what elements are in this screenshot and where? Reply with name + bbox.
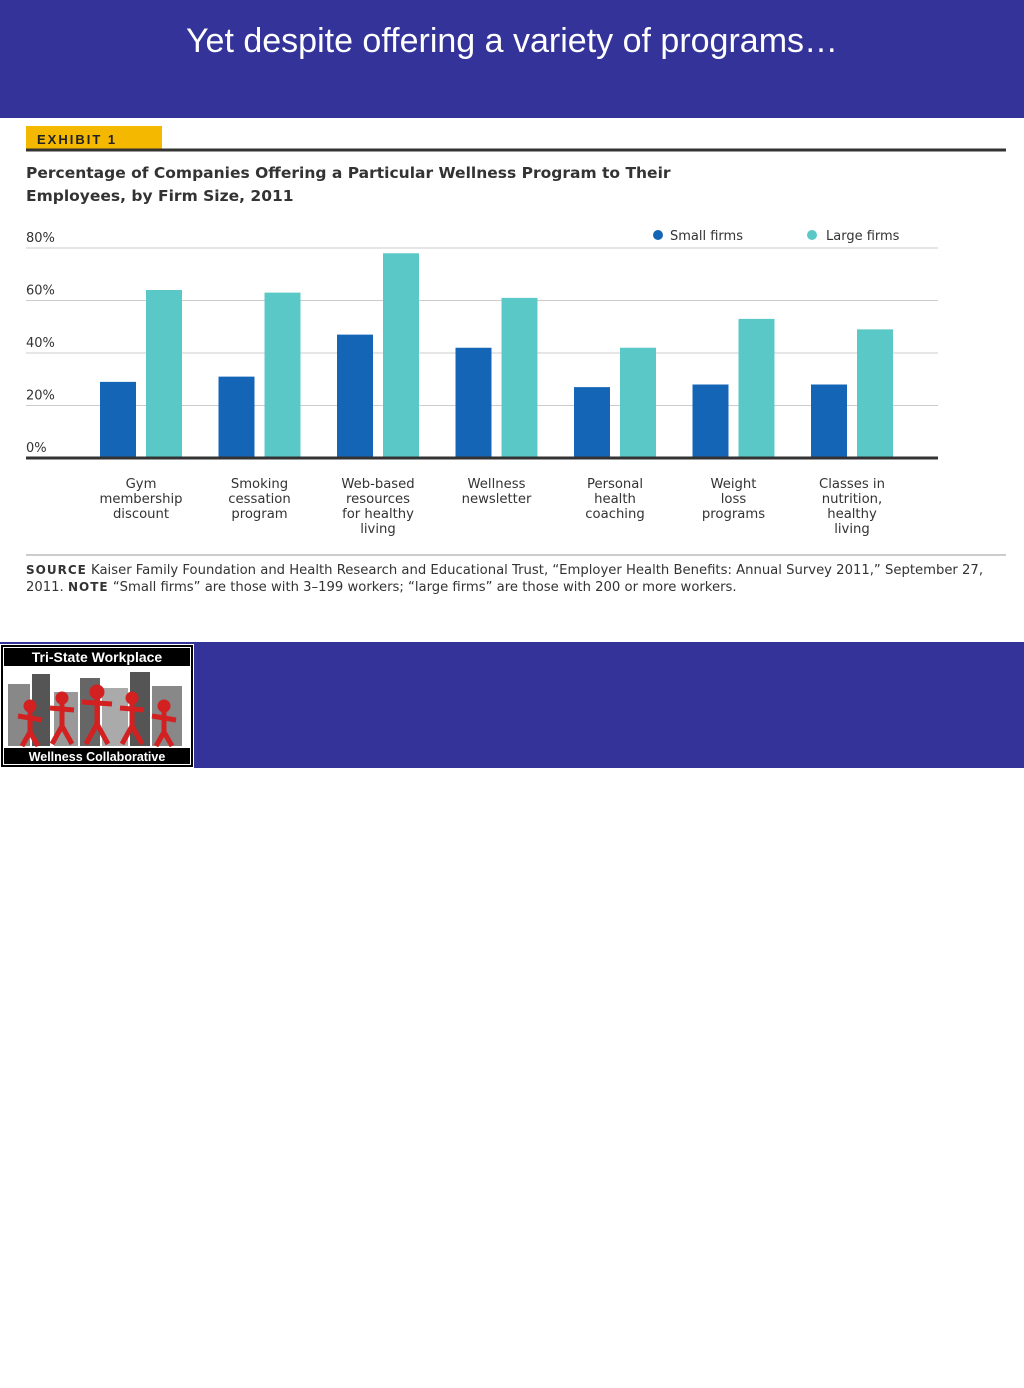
bar-small-firms <box>811 384 847 457</box>
legend-large-firms-label: Large firms <box>826 229 900 244</box>
category-label: cessation <box>228 492 290 507</box>
note-label: NOTE <box>67 580 109 594</box>
category-label: Weight <box>711 477 757 492</box>
legend-large-firms-swatch <box>807 230 817 240</box>
bar-large-firms <box>264 292 301 457</box>
note-text: “Small firms” are those with 3–199 worke… <box>112 580 737 595</box>
exhibit-figure: EXHIBIT 1 Percentage of Companies Offeri… <box>0 118 1024 642</box>
category-label: Wellness <box>468 477 526 492</box>
category-label: resources <box>346 492 410 507</box>
category-label: healthy <box>827 507 877 522</box>
bottom-message-line1: The levels of engagement and resulting <box>340 1315 832 1346</box>
category-label: for healthy <box>342 507 414 522</box>
exhibit-tag: EXHIBIT 1 <box>37 132 117 147</box>
category-label: discount <box>113 507 169 522</box>
category-label: Smoking <box>231 477 288 492</box>
source-label: SOURCE <box>26 563 87 577</box>
category-label: Classes in <box>819 477 885 492</box>
bar-small-firms <box>100 381 136 457</box>
bar-large-firms <box>146 290 182 457</box>
tri-state-logo: Tri-State Workplace Wellness Collaborati… <box>0 644 194 768</box>
chart-title-line1: Percentage of Companies Offering a Parti… <box>26 164 671 182</box>
y-tick-label: 60% <box>26 284 55 299</box>
bottom-message: The levels of engagement and resulting R… <box>232 1312 940 1388</box>
category-label: newsletter <box>462 492 532 507</box>
bar-small-firms <box>574 387 610 457</box>
legend-small-firms-swatch <box>653 230 663 240</box>
bar-large-firms <box>857 329 893 457</box>
slide-title: Yet despite offering a variety of progra… <box>185 22 839 60</box>
bottom-message-line2: ROI was not being achieved <box>410 1353 762 1384</box>
y-tick-label: 0% <box>26 441 47 456</box>
people-figures-icon <box>17 684 177 748</box>
bar-large-firms <box>383 253 419 457</box>
category-labels: GymmembershipdiscountSmokingcessationpro… <box>100 477 885 537</box>
bars <box>100 253 893 457</box>
category-label: Personal <box>587 477 643 492</box>
category-label: living <box>834 522 870 537</box>
logo-top-text: Tri-State Workplace <box>32 649 163 665</box>
source-text: Kaiser Family Foundation and Health Rese… <box>26 563 984 595</box>
chart: EXHIBIT 1 Percentage of Companies Offeri… <box>26 126 1006 556</box>
category-label: membership <box>100 492 183 507</box>
category-label: Gym <box>126 477 157 492</box>
bar-small-firms <box>337 334 373 457</box>
category-label: coaching <box>585 507 644 522</box>
chart-title-line2: Employees, by Firm Size, 2011 <box>26 187 294 205</box>
y-tick-label: 20% <box>26 389 55 404</box>
category-label: living <box>360 522 396 537</box>
title-bar: Yet despite offering a variety of progra… <box>0 0 1024 118</box>
logo-bottom-text: Wellness Collaborative <box>29 750 166 764</box>
category-label: program <box>231 507 287 522</box>
category-label: nutrition, <box>822 492 882 507</box>
bar-large-firms <box>501 297 538 457</box>
category-label: health <box>594 492 636 507</box>
category-label: programs <box>702 507 765 522</box>
bar-small-firms <box>455 347 492 457</box>
bar-large-firms <box>738 318 775 457</box>
category-label: loss <box>721 492 747 507</box>
source-note: SOURCE Kaiser Family Foundation and Heal… <box>26 562 1011 596</box>
bar-large-firms <box>620 347 656 457</box>
bar-small-firms <box>692 384 729 457</box>
y-tick-label: 80% <box>26 231 55 246</box>
y-tick-label: 40% <box>26 336 55 351</box>
legend-small-firms-label: Small firms <box>670 229 743 244</box>
bar-small-firms <box>218 376 255 457</box>
category-label: Web-based <box>341 477 414 492</box>
exhibit-tag-bg <box>26 126 162 150</box>
